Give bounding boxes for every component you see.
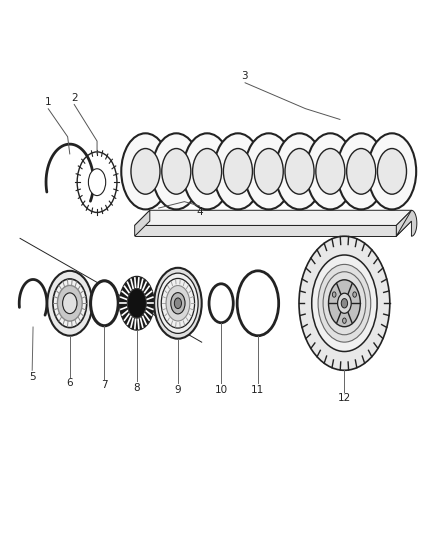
Ellipse shape (285, 149, 314, 194)
Ellipse shape (299, 236, 390, 370)
Ellipse shape (316, 149, 345, 194)
Ellipse shape (91, 281, 118, 326)
Ellipse shape (343, 318, 346, 324)
Ellipse shape (127, 288, 146, 318)
Ellipse shape (338, 293, 351, 313)
Ellipse shape (154, 268, 202, 338)
Ellipse shape (332, 292, 336, 297)
Text: 7: 7 (101, 381, 108, 390)
Ellipse shape (337, 133, 385, 209)
Polygon shape (134, 211, 150, 236)
Ellipse shape (152, 133, 201, 209)
Ellipse shape (237, 271, 279, 336)
Text: 10: 10 (215, 385, 228, 395)
Ellipse shape (368, 133, 416, 209)
Text: 4: 4 (196, 207, 203, 217)
Ellipse shape (306, 133, 355, 209)
Ellipse shape (158, 273, 198, 334)
Text: 8: 8 (134, 383, 140, 393)
Ellipse shape (88, 169, 106, 196)
Ellipse shape (174, 298, 181, 309)
Text: 1: 1 (45, 97, 52, 107)
Polygon shape (396, 211, 411, 236)
Ellipse shape (120, 277, 154, 330)
Ellipse shape (131, 149, 160, 194)
Ellipse shape (166, 286, 190, 321)
Polygon shape (396, 211, 417, 236)
Ellipse shape (162, 149, 191, 194)
Ellipse shape (171, 293, 185, 314)
Text: 11: 11 (251, 385, 265, 395)
Text: 6: 6 (67, 378, 73, 388)
Ellipse shape (53, 279, 87, 328)
Ellipse shape (183, 133, 231, 209)
Ellipse shape (318, 264, 371, 342)
Text: 3: 3 (242, 71, 248, 81)
Ellipse shape (323, 272, 366, 335)
Ellipse shape (254, 149, 283, 194)
Ellipse shape (63, 293, 77, 313)
Text: 12: 12 (338, 393, 351, 403)
Ellipse shape (353, 292, 357, 297)
Text: 2: 2 (71, 93, 78, 103)
Ellipse shape (328, 280, 360, 327)
Text: 5: 5 (29, 372, 35, 382)
Polygon shape (134, 225, 396, 236)
Ellipse shape (244, 133, 293, 209)
Ellipse shape (121, 133, 170, 209)
Ellipse shape (193, 149, 222, 194)
Text: 9: 9 (175, 385, 181, 395)
Ellipse shape (214, 133, 262, 209)
Ellipse shape (47, 271, 92, 336)
Ellipse shape (161, 278, 194, 328)
Ellipse shape (312, 255, 377, 352)
Ellipse shape (57, 285, 82, 321)
Ellipse shape (209, 284, 233, 322)
Polygon shape (134, 211, 411, 225)
Ellipse shape (346, 149, 376, 194)
Ellipse shape (276, 133, 324, 209)
Ellipse shape (223, 149, 252, 194)
Ellipse shape (341, 298, 348, 308)
Ellipse shape (378, 149, 406, 194)
Ellipse shape (77, 152, 117, 213)
